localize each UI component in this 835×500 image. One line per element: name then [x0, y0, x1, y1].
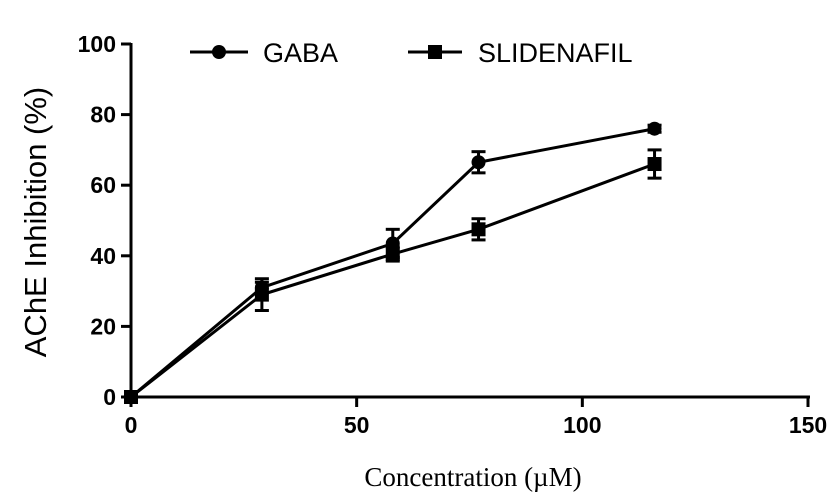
series-layer: [124, 121, 662, 404]
data-point: [647, 157, 662, 172]
y-axis-label: AChE Inhibition (%): [18, 87, 53, 358]
legend-item-gaba: GABA: [190, 38, 338, 68]
x-tick-label: 0: [125, 412, 138, 438]
y-tick-label: 80: [90, 102, 116, 128]
series-slidenafil: [124, 148, 662, 404]
legend-label: SLIDENAFIL: [478, 38, 633, 68]
y-tick-label: 100: [78, 31, 116, 57]
series-line: [130, 162, 656, 399]
data-point: [385, 247, 400, 262]
series-gaba: [124, 121, 662, 404]
y-tick-label: 40: [90, 243, 116, 269]
data-point: [254, 287, 269, 302]
data-point: [124, 390, 138, 404]
y-tick-label: 0: [103, 384, 116, 410]
axes: [129, 43, 810, 399]
data-point: [471, 222, 486, 237]
x-tick-label: 100: [563, 412, 601, 438]
y-tick-label: 60: [90, 172, 116, 198]
data-point: [647, 121, 662, 136]
x-tick-label: 50: [344, 412, 370, 438]
series-line: [130, 127, 655, 399]
legend-item-slidenafil: SLIDENAFIL: [408, 38, 633, 68]
ticks: 0 20 40 60 80 100 0 50 100 150: [78, 31, 828, 438]
legend-marker: [428, 45, 442, 59]
legend-marker: [212, 45, 226, 59]
x-axis-label: Concentration (µM): [364, 462, 581, 492]
x-tick-label: 150: [789, 412, 827, 438]
y-tick-label: 20: [90, 313, 116, 339]
data-point: [471, 155, 486, 170]
legend-label: GABA: [263, 38, 338, 68]
legend: GABA SLIDENAFIL: [190, 38, 633, 68]
